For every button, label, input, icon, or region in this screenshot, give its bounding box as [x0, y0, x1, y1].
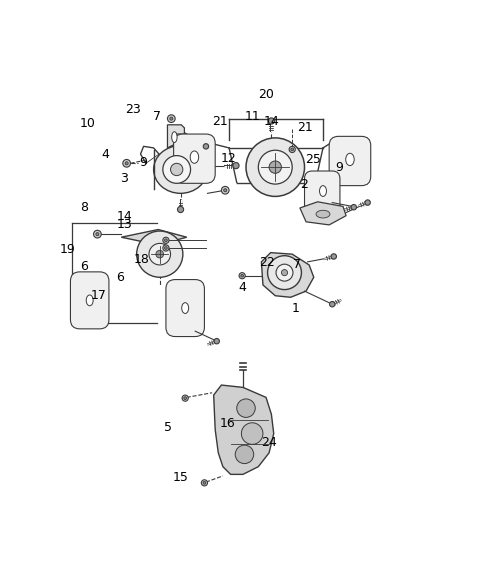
Circle shape — [239, 273, 245, 279]
Text: 6: 6 — [80, 260, 88, 273]
Ellipse shape — [182, 303, 189, 313]
Text: 1: 1 — [292, 302, 300, 316]
Ellipse shape — [316, 210, 330, 218]
Circle shape — [233, 162, 239, 169]
Circle shape — [123, 160, 131, 167]
Circle shape — [184, 397, 187, 399]
Circle shape — [163, 237, 169, 243]
Circle shape — [224, 188, 227, 192]
Text: 21: 21 — [297, 121, 313, 134]
Ellipse shape — [190, 151, 199, 164]
Circle shape — [241, 275, 243, 277]
Text: 11: 11 — [245, 110, 261, 124]
Text: 21: 21 — [212, 116, 228, 128]
Circle shape — [137, 231, 183, 277]
Circle shape — [237, 399, 255, 417]
Circle shape — [201, 480, 207, 486]
Circle shape — [291, 148, 294, 151]
Circle shape — [351, 205, 357, 210]
Circle shape — [281, 269, 288, 276]
Circle shape — [125, 162, 128, 165]
Polygon shape — [214, 385, 274, 475]
Text: 24: 24 — [261, 436, 277, 449]
Circle shape — [276, 264, 293, 281]
Text: 9: 9 — [335, 161, 343, 174]
Text: 4: 4 — [239, 281, 246, 294]
Circle shape — [94, 230, 101, 238]
Text: 6: 6 — [116, 271, 124, 284]
Text: 2: 2 — [300, 177, 308, 191]
FancyBboxPatch shape — [329, 136, 371, 186]
Text: 16: 16 — [220, 417, 235, 429]
Circle shape — [221, 186, 229, 194]
Text: 7: 7 — [293, 258, 301, 271]
Text: 4: 4 — [101, 149, 109, 161]
Polygon shape — [168, 125, 184, 148]
Circle shape — [203, 144, 209, 149]
Circle shape — [165, 239, 168, 242]
Ellipse shape — [172, 132, 177, 143]
Circle shape — [163, 155, 191, 183]
Circle shape — [235, 445, 254, 464]
Circle shape — [330, 302, 335, 307]
Text: 14: 14 — [117, 210, 132, 223]
Circle shape — [268, 118, 275, 124]
Text: 9: 9 — [139, 156, 147, 169]
FancyBboxPatch shape — [166, 280, 204, 336]
Circle shape — [258, 150, 292, 184]
Polygon shape — [262, 253, 314, 297]
Circle shape — [168, 115, 175, 123]
Text: 18: 18 — [134, 253, 150, 266]
Ellipse shape — [154, 146, 207, 193]
Text: 5: 5 — [164, 421, 172, 434]
Ellipse shape — [346, 153, 354, 166]
Text: 7: 7 — [153, 110, 160, 124]
Circle shape — [267, 255, 301, 290]
Text: 25: 25 — [305, 153, 321, 166]
Circle shape — [170, 164, 183, 176]
Text: 12: 12 — [220, 152, 236, 165]
Text: 10: 10 — [80, 117, 96, 130]
Text: 23: 23 — [125, 103, 141, 116]
Circle shape — [331, 254, 336, 259]
Text: 20: 20 — [258, 88, 274, 101]
FancyBboxPatch shape — [304, 171, 340, 214]
Text: 3: 3 — [120, 172, 128, 185]
Circle shape — [178, 206, 184, 213]
Ellipse shape — [320, 186, 326, 197]
Circle shape — [182, 395, 188, 401]
Circle shape — [365, 200, 371, 205]
Ellipse shape — [86, 295, 93, 306]
FancyBboxPatch shape — [174, 134, 215, 183]
Polygon shape — [121, 229, 187, 245]
Text: 8: 8 — [80, 201, 88, 214]
Circle shape — [149, 243, 170, 265]
Circle shape — [165, 247, 168, 249]
Text: 17: 17 — [91, 289, 107, 302]
Polygon shape — [300, 202, 346, 225]
Circle shape — [170, 117, 173, 120]
Text: 13: 13 — [117, 218, 132, 231]
Circle shape — [289, 146, 295, 153]
Circle shape — [241, 423, 263, 444]
FancyBboxPatch shape — [71, 272, 109, 329]
Circle shape — [214, 339, 219, 344]
Circle shape — [246, 138, 304, 197]
Circle shape — [156, 250, 164, 258]
Text: 14: 14 — [264, 116, 280, 128]
Circle shape — [96, 232, 99, 236]
Text: 19: 19 — [60, 243, 76, 255]
Circle shape — [269, 161, 281, 173]
Text: 22: 22 — [260, 257, 276, 269]
Circle shape — [163, 245, 169, 251]
Text: 15: 15 — [172, 472, 188, 484]
Circle shape — [203, 481, 206, 484]
